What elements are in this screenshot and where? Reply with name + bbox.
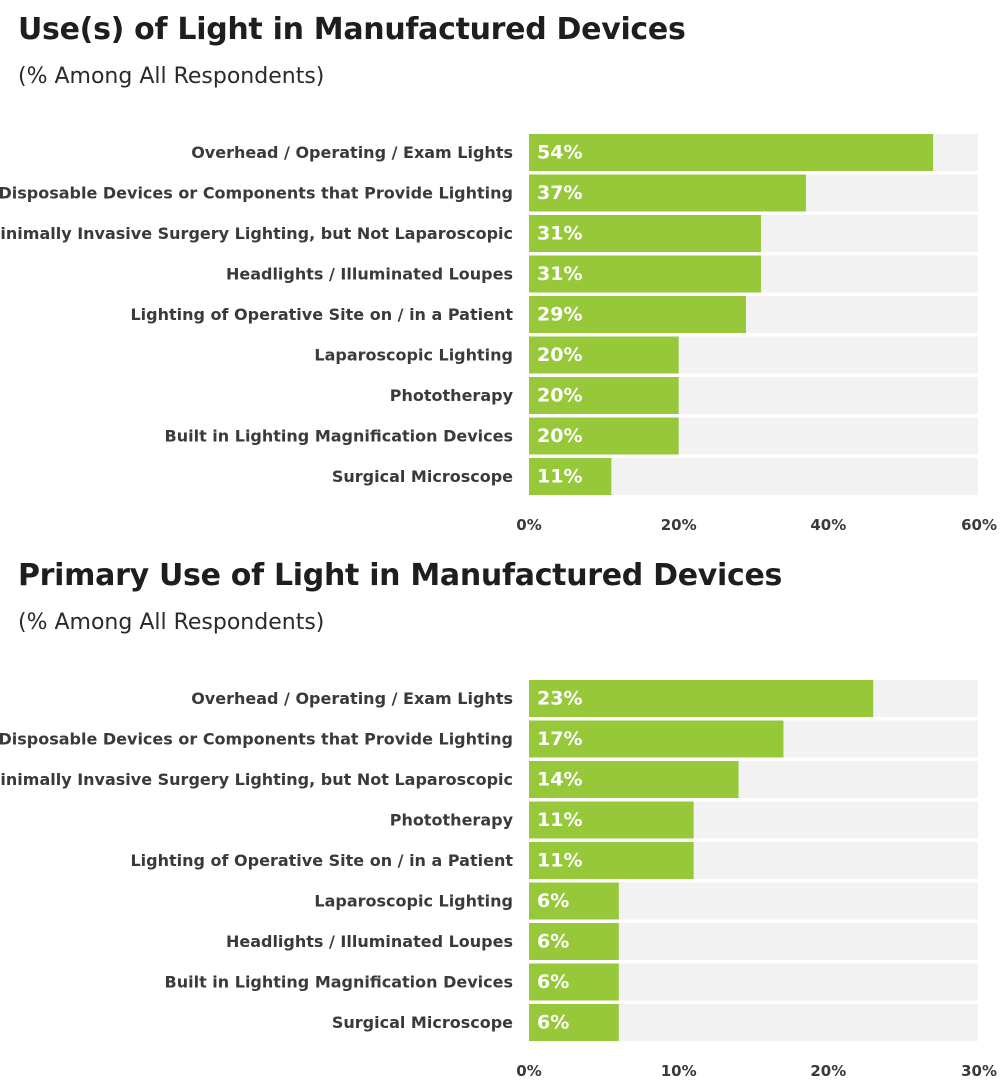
bar [529, 1004, 619, 1041]
data-label: 11% [537, 850, 582, 872]
x-tick-label: 60% [961, 516, 997, 534]
x-tick-label: 40% [810, 516, 846, 534]
bar-row: Disposable Devices or Components that Pr… [0, 720, 978, 758]
bar-row: Phototherapy 20% [390, 377, 978, 414]
category-label: Headlights / Illuminated Loupes [226, 265, 513, 284]
bar [529, 134, 934, 171]
chart-title: Use(s) of Light in Manufactured Devices [18, 12, 686, 47]
category-label: Overhead / Operating / Exam Lights [191, 689, 513, 708]
category-label: Overhead / Operating / Exam Lights [191, 143, 513, 162]
bar [529, 963, 619, 1001]
bar-row: Lighting of Operative Site on / in a Pat… [130, 296, 978, 333]
category-label: Built in Lighting Magnification Devices [165, 973, 513, 992]
bar [529, 336, 679, 374]
bar-row: Laparoscopic Lighting 20% [314, 336, 978, 374]
bar [529, 680, 874, 717]
bar-row: Built in Lighting Magnification Devices 2… [165, 417, 978, 455]
bar [529, 296, 747, 333]
data-label: 29% [537, 304, 582, 326]
bar-row: Headlights / Illuminated Loupes 6% [226, 923, 978, 960]
data-label: 31% [537, 223, 582, 245]
bar-row: Surgical Microscope 6% [332, 1004, 978, 1041]
chart-subtitle: (% Among All Respondents) [18, 64, 325, 89]
bar-row: Headlights / Illuminated Loupes 31% [226, 255, 978, 293]
category-label: Surgical Microscope [332, 467, 513, 486]
category-label: Headlights / Illuminated Loupes [226, 932, 513, 951]
x-tick-label: 20% [661, 516, 697, 534]
x-tick-label: 20% [810, 1062, 846, 1080]
category-label: Laparoscopic Lighting [314, 346, 513, 365]
category-label: Disposable Devices or Components that Pr… [0, 730, 513, 749]
bar-plot: Overhead / Operating / Exam Lights 54% Dis… [0, 134, 997, 534]
category-label: Lighting of Operative Site on / in a Pat… [130, 305, 513, 324]
bar-plot: Overhead / Operating / Exam Lights 23% Dis… [0, 680, 997, 1080]
bar [529, 923, 619, 960]
category-label: Phototherapy [390, 386, 514, 405]
category-label: Built in Lighting Magnification Devices [165, 427, 513, 446]
data-label: 6% [537, 890, 569, 912]
bar [529, 417, 679, 455]
category-label: Minimally Invasive Surgery Lighting, but… [0, 770, 513, 789]
category-label: Laparoscopic Lighting [314, 892, 513, 911]
bar [529, 255, 761, 293]
bar [529, 761, 739, 798]
bar-row: Overhead / Operating / Exam Lights 54% [191, 134, 978, 171]
bar-row: Minimally Invasive Surgery Lighting, but… [0, 761, 978, 798]
data-label: 14% [537, 769, 582, 791]
bar [529, 882, 619, 920]
x-tick-label: 30% [961, 1062, 997, 1080]
data-label: 23% [537, 688, 582, 710]
data-label: 6% [537, 1012, 569, 1034]
data-label: 11% [537, 809, 582, 831]
data-label: 20% [537, 425, 582, 447]
data-label: 20% [537, 385, 582, 407]
x-tick-label: 10% [661, 1062, 697, 1080]
x-axis: 0% 20% 40% 60% [516, 516, 997, 534]
bar [529, 377, 679, 414]
data-label: 31% [537, 263, 582, 285]
bar [529, 801, 694, 839]
category-label: Lighting of Operative Site on / in a Pat… [130, 851, 513, 870]
bar-row: Lighting of Operative Site on / in a Pat… [130, 842, 978, 879]
bar-row: Minimally Invasive Surgery Lighting, but… [0, 215, 978, 252]
x-tick-label: 0% [516, 1062, 541, 1080]
bar [529, 215, 761, 252]
data-label: 17% [537, 728, 582, 750]
x-tick-label: 0% [516, 516, 541, 534]
chart-title: Primary Use of Light in Manufactured Dev… [18, 558, 783, 593]
category-label: Minimally Invasive Surgery Lighting, but… [0, 224, 513, 243]
data-label: 37% [537, 182, 582, 204]
category-label: Disposable Devices or Components that Pr… [0, 184, 513, 203]
data-label: 6% [537, 931, 569, 953]
bar [529, 720, 784, 758]
bar [529, 842, 694, 879]
bar-row: Overhead / Operating / Exam Lights 23% [191, 680, 978, 717]
data-label: 6% [537, 971, 569, 993]
data-label: 54% [537, 142, 582, 164]
bar [529, 174, 806, 212]
data-label: 11% [537, 466, 582, 488]
x-axis: 0% 10% 20% 30% [516, 1062, 997, 1080]
category-label: Phototherapy [390, 811, 514, 830]
data-label: 20% [537, 344, 582, 366]
bar-row: Phototherapy 11% [390, 801, 978, 839]
bar-row: Disposable Devices or Components that Pr… [0, 174, 978, 212]
category-label: Surgical Microscope [332, 1013, 513, 1032]
chart-subtitle: (% Among All Respondents) [18, 610, 325, 635]
bar-row: Laparoscopic Lighting 6% [314, 882, 978, 920]
bar [529, 458, 612, 495]
bar-row: Surgical Microscope 11% [332, 458, 978, 495]
bar-row: Built in Lighting Magnification Devices 6… [165, 963, 978, 1001]
